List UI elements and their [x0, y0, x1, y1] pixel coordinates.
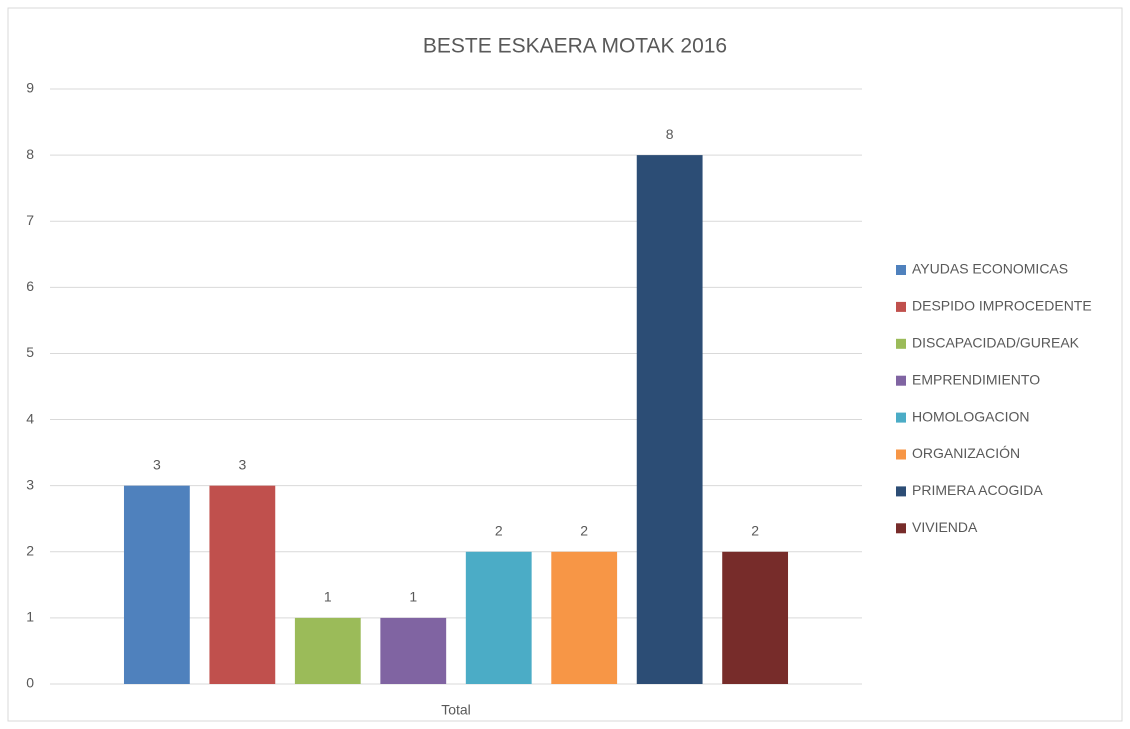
- data-label: 8: [666, 126, 674, 142]
- y-tick-label: 0: [26, 675, 34, 691]
- legend-label: VIVIENDA: [912, 519, 978, 535]
- x-tick-label: Total: [441, 702, 471, 718]
- legend-swatch: [896, 412, 906, 423]
- y-tick-label: 1: [26, 609, 34, 625]
- data-label: 1: [409, 589, 417, 605]
- y-tick-label: 6: [26, 278, 34, 294]
- legend-label: EMPRENDIMIENTO: [912, 371, 1040, 387]
- legend-label: AYUDAS ECONOMICAS: [912, 261, 1068, 277]
- y-tick-label: 3: [26, 476, 34, 492]
- y-tick-label: 8: [26, 146, 34, 162]
- legend-swatch: [896, 375, 906, 386]
- legend-swatch: [896, 523, 906, 534]
- legend-label: DISCAPACIDAD/GUREAK: [912, 335, 1080, 351]
- legend-swatch: [896, 301, 906, 312]
- chart-title: BESTE ESKAERA MOTAK 2016: [423, 35, 727, 58]
- legend-label: PRIMERA ACOGIDA: [912, 482, 1043, 498]
- legend-label: DESPIDO IMPROCEDENTE: [912, 298, 1092, 314]
- bar: [123, 485, 190, 684]
- bar: [722, 551, 789, 684]
- bar: [551, 551, 618, 684]
- y-tick-label: 9: [26, 80, 34, 96]
- data-label: 3: [238, 456, 246, 472]
- y-tick-label: 7: [26, 212, 34, 228]
- legend-swatch: [896, 338, 906, 349]
- data-label: 2: [580, 522, 588, 538]
- y-tick-label: 4: [26, 410, 34, 426]
- y-tick-label: 5: [26, 344, 34, 360]
- bar: [209, 485, 276, 684]
- legend-label: HOMOLOGACION: [912, 408, 1029, 424]
- bar: [465, 551, 532, 684]
- data-label: 3: [153, 456, 161, 472]
- bar: [294, 617, 361, 684]
- legend-label: ORGANIZACIÓN: [912, 445, 1020, 461]
- legend-swatch: [896, 486, 906, 497]
- legend-swatch: [896, 449, 906, 460]
- data-label: 1: [324, 589, 332, 605]
- y-tick-label: 2: [26, 542, 34, 558]
- data-label: 2: [751, 522, 759, 538]
- legend-swatch: [896, 265, 906, 275]
- data-label: 2: [495, 522, 503, 538]
- bar: [636, 155, 703, 685]
- bar: [380, 617, 447, 684]
